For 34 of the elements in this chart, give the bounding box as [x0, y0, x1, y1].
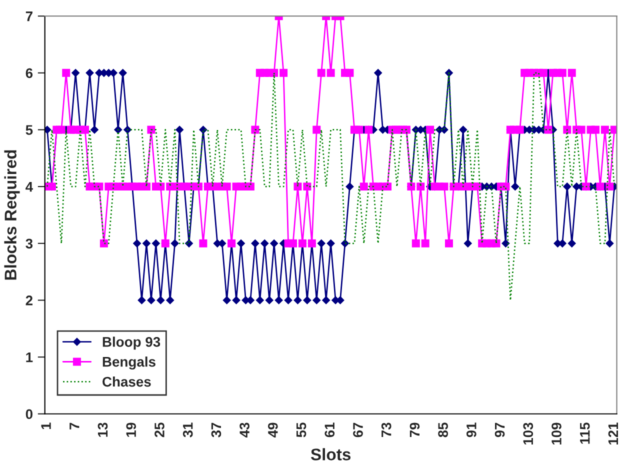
y-tick-label: 7 [26, 12, 32, 22]
y-tick-label: 0 [26, 409, 32, 420]
y-tick-label: 5 [26, 125, 33, 135]
x-tick-label: 13 [98, 422, 108, 437]
x-tick-label: 7 [70, 422, 80, 430]
legend-label: Bloop 93 [102, 336, 160, 350]
x-tick-label: 121 [608, 422, 618, 445]
x-tick-label: 103 [523, 422, 534, 445]
y-tick-label: 1 [26, 352, 33, 362]
x-tick-label: 43 [240, 422, 250, 438]
x-tick-label: 115 [580, 422, 590, 444]
x-tick-label: 31 [182, 422, 193, 438]
y-tick-label: 4 [26, 182, 33, 192]
y-tick-label: 3 [26, 238, 33, 249]
y-tick-label: 6 [26, 68, 33, 78]
x-tick-label: 109 [552, 422, 562, 445]
x-tick-label: 97 [494, 422, 505, 438]
x-tick-label: 19 [126, 422, 136, 437]
legend-label: Chases [102, 376, 151, 387]
x-tick-label: 79 [410, 422, 420, 438]
x-tick-label: 25 [154, 422, 164, 438]
x-tick-label: 61 [324, 422, 335, 438]
x-tick-label: 37 [211, 422, 222, 438]
x-tick-label: 91 [466, 422, 476, 438]
legend-label: Bengals [102, 356, 156, 370]
x-tick-label: 85 [438, 422, 448, 438]
x-tick-label: 1 [41, 422, 51, 430]
x-tick-label: 49 [268, 422, 278, 438]
x-tick-label: 73 [381, 422, 392, 438]
y-tick-label: 2 [26, 296, 32, 306]
y-axis-title: Blocks Required [4, 150, 20, 280]
x-tick-label: 67 [353, 422, 363, 438]
x-tick-label: 55 [296, 422, 306, 438]
x-axis-title: Slots [310, 448, 351, 460]
